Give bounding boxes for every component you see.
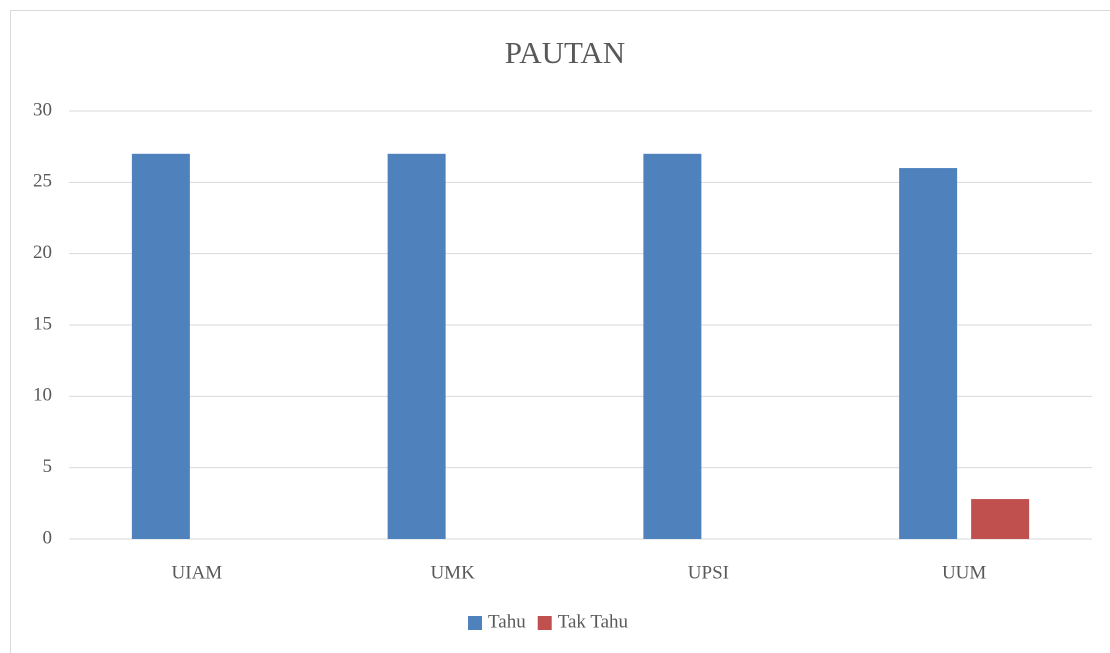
legend-swatch	[537, 616, 552, 630]
y-tick-label: 30	[33, 99, 52, 120]
x-tick-label: UUM	[942, 562, 986, 583]
bar	[971, 499, 1030, 539]
legend-label: Tak Tahu	[558, 611, 629, 632]
legend-label: Tahu	[488, 611, 526, 632]
y-tick-label: 0	[43, 527, 53, 548]
x-tick-label: UMK	[430, 562, 475, 583]
bar	[899, 168, 958, 540]
bar	[131, 153, 190, 540]
y-tick-label: 20	[33, 242, 52, 263]
chart-border	[10, 10, 1110, 653]
chart-title: PAUTAN	[505, 35, 625, 70]
y-tick-label: 15	[33, 313, 52, 334]
y-tick-label: 5	[43, 456, 53, 477]
x-tick-label: UPSI	[688, 562, 729, 583]
x-tick-label: UIAM	[172, 562, 223, 583]
y-tick-label: 25	[33, 171, 52, 192]
y-tick-label: 10	[33, 385, 52, 406]
bar	[387, 153, 446, 540]
legend-swatch	[468, 616, 482, 630]
bar	[643, 153, 702, 540]
